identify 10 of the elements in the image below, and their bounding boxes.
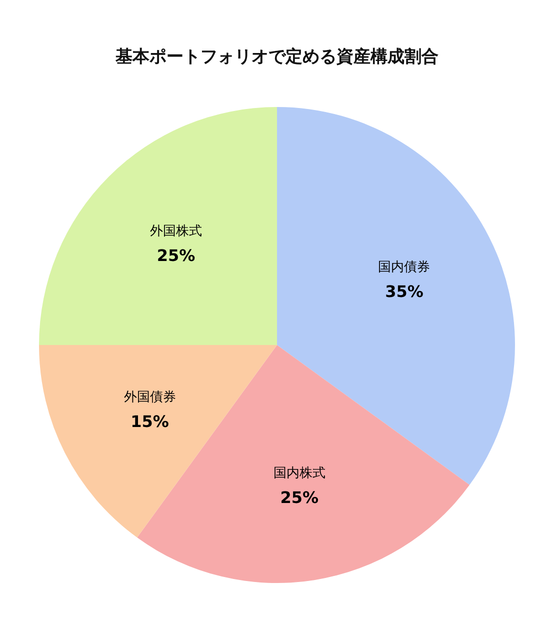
data-label: 25% [156,246,196,266]
pie-slice [39,107,277,345]
data-label: 15% [130,412,169,431]
data-label: 35% [385,282,424,302]
slice-label: 国内債券 [378,260,430,276]
slice-label: 国内株式 [273,466,326,482]
chart-title: 基本ポートフォリオで定める資産構成割合 [114,47,438,67]
slice-label: 外国債券 [124,390,176,405]
slice-label: 外国株式 [150,224,202,240]
data-label: 25% [280,488,318,508]
